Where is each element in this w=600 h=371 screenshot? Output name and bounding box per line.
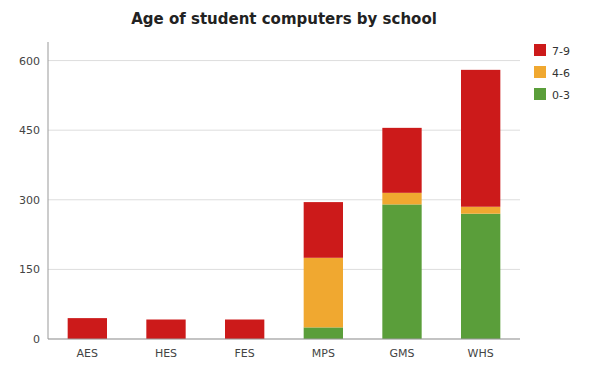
grid-line [48, 269, 520, 270]
bar-segment [461, 70, 500, 207]
bar-segment [304, 327, 343, 339]
grid-line [48, 199, 520, 200]
bar-segment [225, 320, 264, 339]
grid-line [48, 130, 520, 131]
legend: 7-9 4-6 0-3 [534, 44, 570, 102]
y-tick-label: 150 [19, 263, 40, 276]
x-tick-label: GMS [390, 347, 415, 360]
bar-segment [382, 204, 421, 339]
bar-segment [382, 193, 421, 205]
bar-segment [461, 214, 500, 339]
x-tick-label: FES [235, 347, 255, 360]
x-tick-label: AES [77, 347, 98, 360]
y-tick-label: 450 [19, 124, 40, 137]
y-tick-label: 600 [19, 55, 40, 68]
bar-segment [461, 207, 500, 214]
legend-label: 0-3 [552, 89, 570, 102]
y-tick-label: 300 [19, 194, 40, 207]
bar-segment [304, 202, 343, 258]
bar-segment [304, 258, 343, 328]
y-axis-line [48, 42, 49, 339]
legend-swatch [534, 66, 546, 78]
x-axis-line [48, 339, 520, 340]
x-tick-label: WHS [468, 347, 494, 360]
legend-swatch [534, 44, 546, 56]
bars [68, 70, 501, 339]
x-tick-label: HES [155, 347, 177, 360]
title: Age of student computers by school [131, 10, 437, 28]
legend-label: 7-9 [552, 45, 570, 58]
grid-line [48, 60, 520, 61]
grid-line [48, 339, 520, 340]
y-tick-label: 0 [33, 333, 40, 346]
legend-swatch [534, 88, 546, 100]
bar-segment [382, 128, 421, 193]
bar-segment [146, 320, 185, 339]
legend-label: 4-6 [552, 67, 570, 80]
bar-segment [68, 318, 107, 339]
chart: Age of student computers by school 0 150 30… [0, 0, 600, 371]
x-tick-label: MPS [312, 347, 335, 360]
